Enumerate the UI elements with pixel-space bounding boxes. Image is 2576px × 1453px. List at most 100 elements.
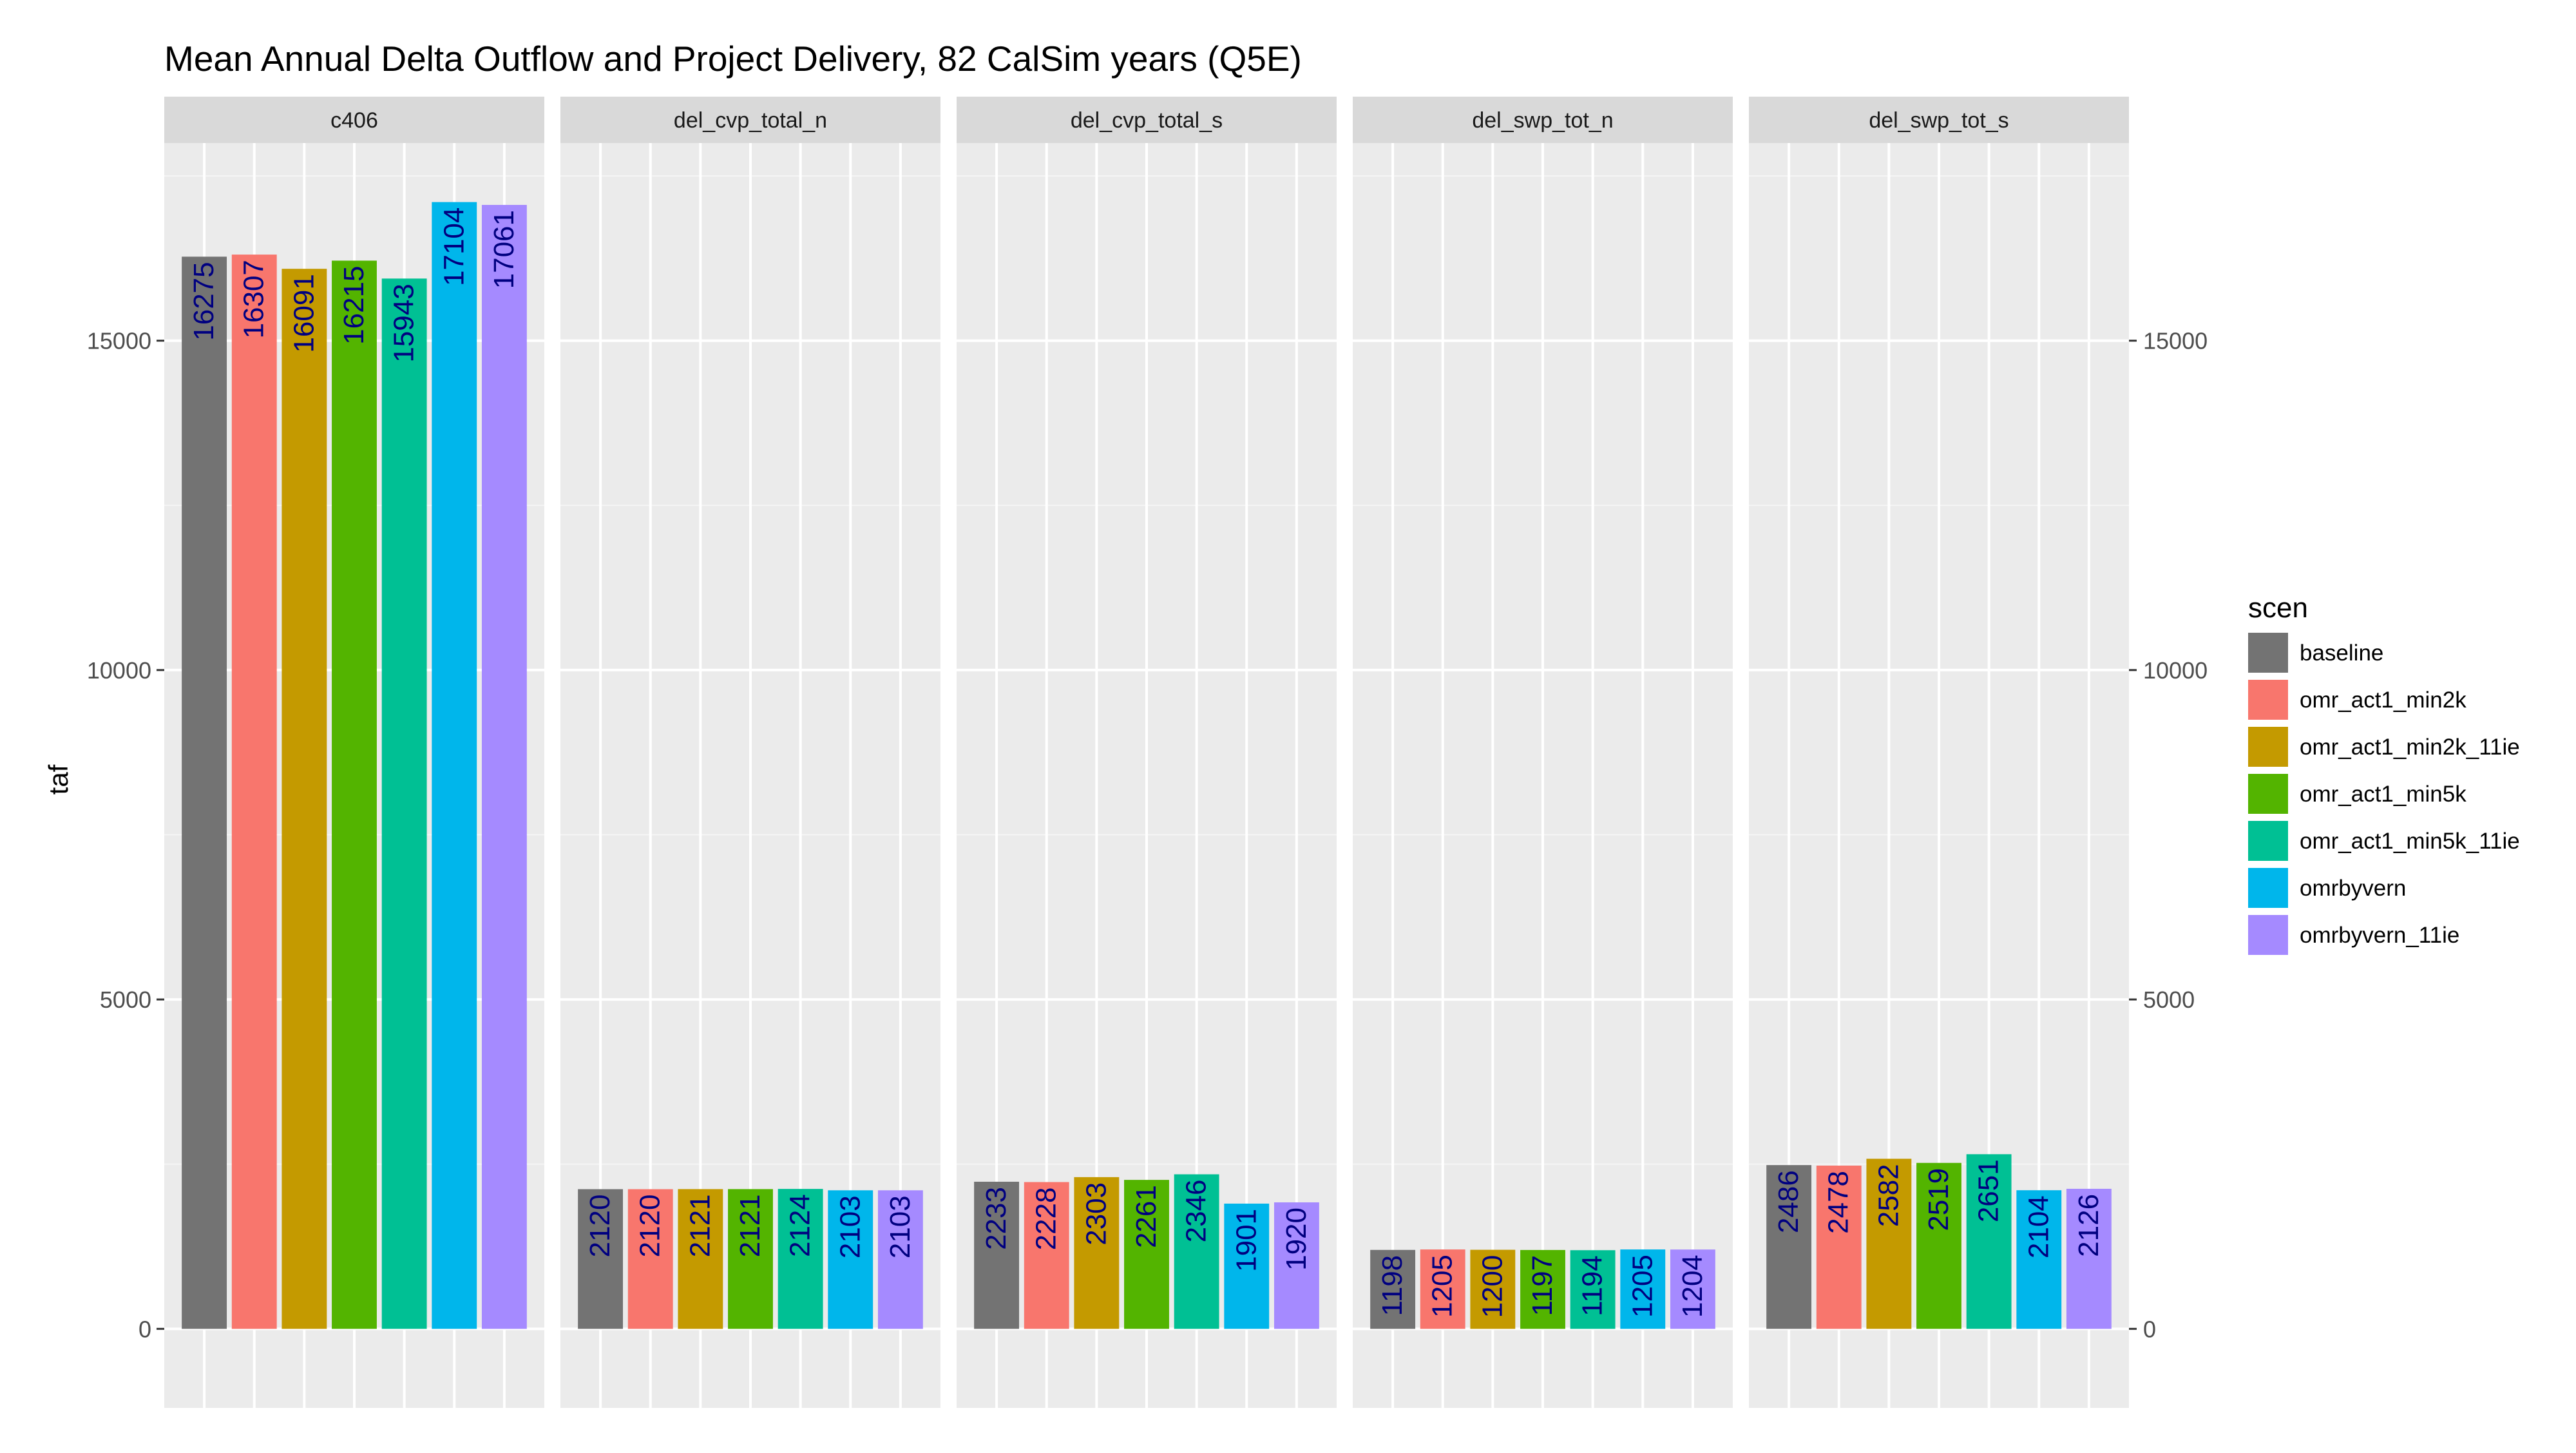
bar [1174,1174,1219,1329]
bar [1370,1249,1416,1329]
bar-value-label: 1194 [1577,1255,1608,1316]
bar-value-label: 2120 [634,1195,666,1258]
bar-value-label: 2121 [684,1194,716,1257]
bar [678,1189,723,1329]
bar-value-label: 2651 [1973,1159,2005,1222]
bar [1866,1159,1912,1329]
y-tick-label: 15000 [87,328,151,354]
bar [877,1190,923,1329]
bar-value-label: 1197 [1527,1255,1558,1316]
bar-value-label: 1198 [1377,1255,1408,1316]
bar-value-label: 2582 [1873,1164,1904,1227]
facet-strip [1749,97,2129,143]
panels-group: c406 16275 16307 16091 16215 15943 17104 17061 d… [164,97,2129,1408]
legend-swatch [2248,868,2288,908]
bar-value-label: 2261 [1131,1185,1162,1248]
bar-value-label: 2103 [834,1195,866,1258]
legend-item: omr_act1_min2k_11ie [2248,727,2520,767]
y-axis-label: taf [43,764,73,794]
bar-value-label: 16091 [288,274,320,352]
bar-value-label: 2126 [2073,1194,2104,1257]
bar [2016,1190,2062,1329]
legend-label: omr_act1_min5k_11ie [2300,829,2520,854]
bar-value-label: 1200 [1476,1255,1508,1318]
bar [1024,1182,1069,1329]
y-tick-label-right: 15000 [2143,328,2208,354]
y-tick-label-right: 0 [2143,1316,2156,1342]
facet-panel: del_cvp_total_s 2233 2228 2303 2261 2346 1901 1… [957,97,1337,1408]
bar-value-label: 17104 [438,207,470,286]
y-tick-label: 5000 [100,986,151,1013]
facet-strip-label: del_swp_tot_s [1869,108,2008,133]
bar [1570,1250,1616,1329]
bar [578,1189,624,1329]
legend-label: omr_act1_min5k [2300,782,2466,807]
y-axis-left: 0 5000 10000 15000 [87,328,164,1342]
legend-label: baseline [2300,640,2383,666]
bar-value-label: 2233 [980,1187,1012,1250]
legend-swatch [2248,821,2288,861]
legend-label: omrbyvern_11ie [2300,923,2459,948]
bar-value-label: 2346 [1181,1179,1212,1242]
bar-value-label: 2486 [1773,1170,1804,1233]
bar [728,1189,773,1329]
bar [432,202,477,1329]
legend-label: omr_act1_min2k_11ie [2300,735,2520,760]
legend-item: omr_act1_min5k [2248,774,2466,814]
y-axis-right: 0 5000 10000 15000 [2129,328,2208,1342]
bar-value-label: 2121 [734,1194,766,1257]
bar [231,255,277,1329]
bar-value-label: 16215 [338,265,370,344]
legend-swatch [2248,915,2288,955]
facet-strip-label: del_cvp_total_s [1071,108,1223,133]
bar [182,256,227,1329]
bar [1966,1154,2012,1329]
legend-swatch [2248,727,2288,767]
bar-value-label: 17061 [488,210,520,289]
bar-value-label: 2124 [785,1194,816,1257]
bar-value-label: 2478 [1823,1171,1855,1234]
bar-value-label: 16275 [188,262,220,340]
legend-swatch [2248,633,2288,673]
legend-item: omrbyvern_11ie [2248,915,2459,955]
facet-strip [560,97,940,143]
chart-title: Mean Annual Delta Outflow and Project De… [164,39,1302,79]
bar-value-label: 1204 [1677,1255,1708,1318]
legend-item: omr_act1_min2k [2248,680,2466,720]
bar [332,260,377,1329]
bar [2066,1188,2112,1329]
bar-value-label: 1920 [1281,1208,1312,1271]
bar [1520,1249,1565,1329]
bar [1420,1249,1465,1329]
bar [1470,1249,1516,1329]
bar-value-label: 1901 [1230,1209,1262,1272]
legend-swatch [2248,774,2288,814]
bar [627,1189,673,1329]
bar-value-label: 2120 [584,1195,616,1258]
facet-strip-label: c406 [330,108,378,133]
facet-panel: del_swp_tot_n 1198 1205 1200 1197 1194 1205 120… [1353,97,1733,1408]
bar [1074,1177,1120,1329]
bar [974,1182,1020,1329]
y-tick-label-right: 10000 [2143,657,2208,684]
bar [1620,1249,1666,1329]
facet-panel: c406 16275 16307 16091 16215 15943 17104 17061 [164,97,544,1408]
legend-item: omrbyvern [2248,868,2406,908]
facet-strip-label: del_cvp_total_n [674,108,827,133]
bar [481,205,527,1329]
bar-value-label: 2103 [884,1195,916,1258]
legend-item: omr_act1_min5k_11ie [2248,821,2520,861]
bar [1670,1249,1715,1329]
facet-strip-label: del_swp_tot_n [1472,108,1613,133]
bar [1124,1180,1169,1329]
bar-value-label: 1205 [1427,1255,1458,1318]
bar [1224,1203,1270,1329]
legend-swatch [2248,680,2288,720]
legend-label: omrbyvern [2300,876,2406,901]
facet-strip [164,97,544,143]
legend-title: scen [2248,592,2308,624]
y-tick-label: 0 [138,1316,151,1342]
bar [281,269,327,1329]
